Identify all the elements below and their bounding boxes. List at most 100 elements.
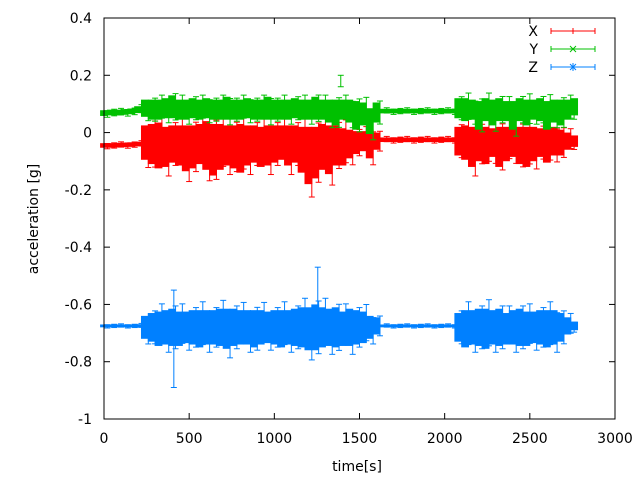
error-band-Z <box>181 311 190 344</box>
error-band-X <box>147 123 156 165</box>
error-band-X <box>433 137 442 143</box>
error-band-X <box>515 126 524 165</box>
error-band-Y <box>263 96 272 120</box>
error-band-Z <box>365 315 374 339</box>
error-band-X <box>209 123 217 176</box>
error-band-X <box>106 143 115 148</box>
error-band-Y <box>433 108 442 114</box>
legend: XYZ <box>528 24 596 76</box>
error-band-Y <box>386 108 395 114</box>
error-band-Y <box>147 99 156 120</box>
error-band-Z <box>277 310 286 348</box>
error-band-Z <box>542 310 551 348</box>
error-band-X <box>365 129 374 159</box>
error-band-X <box>127 142 136 147</box>
error-band-X <box>481 126 490 165</box>
error-band-Z <box>393 324 401 328</box>
error-band-X <box>536 128 544 157</box>
error-band-Y <box>256 99 265 120</box>
error-band-X <box>406 137 415 143</box>
error-band-Z <box>324 308 333 346</box>
error-band-X <box>563 132 572 150</box>
error-band-X <box>393 137 401 143</box>
error-band-Z <box>468 310 476 345</box>
error-band-X <box>120 142 129 148</box>
error-band-X <box>447 137 456 143</box>
error-band-Y <box>345 99 354 123</box>
error-band-Y <box>352 101 360 130</box>
error-band-Y <box>474 101 483 130</box>
x-tick-label: 2000 <box>427 431 463 447</box>
error-band-Z <box>556 313 565 342</box>
error-band-Y <box>420 108 429 114</box>
error-band-X <box>386 137 395 143</box>
y-tick-label: 0 <box>83 126 92 142</box>
error-band-Y <box>202 98 211 119</box>
error-band-Z <box>352 310 360 345</box>
y-tick-label: -0.6 <box>65 297 92 313</box>
error-band-Y <box>304 99 313 120</box>
error-band-Z <box>420 324 429 328</box>
y-tick-label: 0.4 <box>70 11 92 27</box>
error-band-Y <box>188 98 197 119</box>
error-band-Y <box>113 109 122 116</box>
error-band-Y <box>127 108 136 115</box>
error-band-Y <box>209 99 217 120</box>
error-band-Z <box>474 308 483 346</box>
error-band-Y <box>393 108 401 114</box>
error-band-Y <box>243 98 251 119</box>
error-band-X <box>420 137 429 143</box>
error-band-X <box>549 126 558 156</box>
error-band-X <box>508 128 517 157</box>
error-band-Y <box>154 99 163 120</box>
y-tick-label: -0.4 <box>65 240 92 256</box>
error-band-X <box>256 126 265 167</box>
error-band-Y <box>181 99 190 120</box>
error-band-X <box>399 137 408 143</box>
error-band-X <box>440 137 449 143</box>
error-band-Y <box>290 98 299 119</box>
error-band-X <box>454 126 463 156</box>
error-band-X <box>140 125 149 160</box>
error-band-X <box>154 122 163 169</box>
error-band-Z <box>433 324 442 328</box>
error-band-X <box>195 123 204 165</box>
error-band-Z <box>488 310 497 345</box>
error-band-Z <box>502 313 510 345</box>
error-band-Y <box>331 99 340 126</box>
error-band-Z <box>515 308 524 346</box>
axes: 0 500 1000 1500 2000 2500 3000 -1 -0.8 -0.6 -0.4 -0… <box>65 11 633 447</box>
x-tick-label: 2500 <box>512 431 548 447</box>
error-band-Y <box>522 99 531 126</box>
error-band-Z <box>161 310 170 345</box>
error-band-Z <box>372 317 381 335</box>
error-band-Y <box>338 99 347 120</box>
error-band-X <box>495 126 504 167</box>
error-band-Z <box>427 324 435 328</box>
error-band-Y <box>284 99 292 120</box>
error-band-Z <box>461 310 470 348</box>
error-band-Y <box>379 108 388 114</box>
error-band-X <box>338 128 347 166</box>
error-band-Y <box>481 98 490 122</box>
y-tick-label: -0.2 <box>65 183 92 199</box>
series-Y <box>100 74 579 141</box>
series-Z <box>100 266 579 388</box>
error-band-Z <box>209 310 217 345</box>
error-band-Z <box>331 307 340 348</box>
error-band-Y <box>222 96 231 120</box>
error-band-X <box>284 125 292 166</box>
error-band-X <box>202 121 211 170</box>
error-band-Y <box>215 99 224 120</box>
error-band-Z <box>222 308 231 349</box>
error-band-Y <box>277 99 286 120</box>
error-band-Y <box>270 99 279 120</box>
error-band-X <box>413 137 422 143</box>
error-band-Z <box>229 308 238 346</box>
error-band-Z <box>386 324 395 328</box>
plot-border <box>103 17 616 420</box>
error-band-X <box>270 125 279 163</box>
error-band-X <box>318 123 326 170</box>
error-band-X <box>263 125 272 166</box>
error-band-X <box>522 126 531 167</box>
